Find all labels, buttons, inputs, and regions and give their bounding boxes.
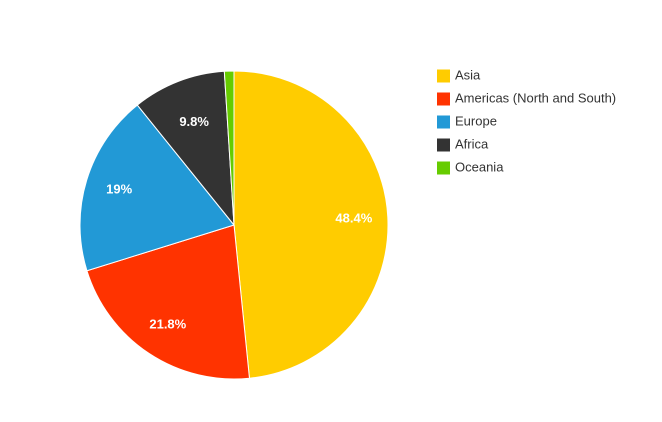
legend-swatch[interactable] xyxy=(437,161,450,175)
pie-slice xyxy=(136,70,235,227)
legend-swatch[interactable] xyxy=(437,92,450,106)
legend-label[interactable]: Europe xyxy=(455,113,497,128)
legend-swatch[interactable] xyxy=(437,138,450,152)
legend-label[interactable]: Asia xyxy=(455,67,481,82)
legend-label[interactable]: Americas (North and South) xyxy=(455,90,616,105)
slice-label: 21.8% xyxy=(149,317,186,332)
pie-slice xyxy=(86,224,251,380)
legend-label[interactable]: Africa xyxy=(455,136,489,151)
legend-swatch[interactable] xyxy=(437,115,450,129)
pie-slice xyxy=(233,70,389,379)
pie-slice xyxy=(79,104,235,272)
legend-label[interactable]: Oceania xyxy=(455,159,504,174)
slice-label: 48.4% xyxy=(335,210,372,225)
legend-swatch[interactable] xyxy=(437,69,450,83)
pie-slice xyxy=(223,70,235,226)
slice-label: 19% xyxy=(106,182,132,197)
slice-label: 9.8% xyxy=(179,114,209,129)
